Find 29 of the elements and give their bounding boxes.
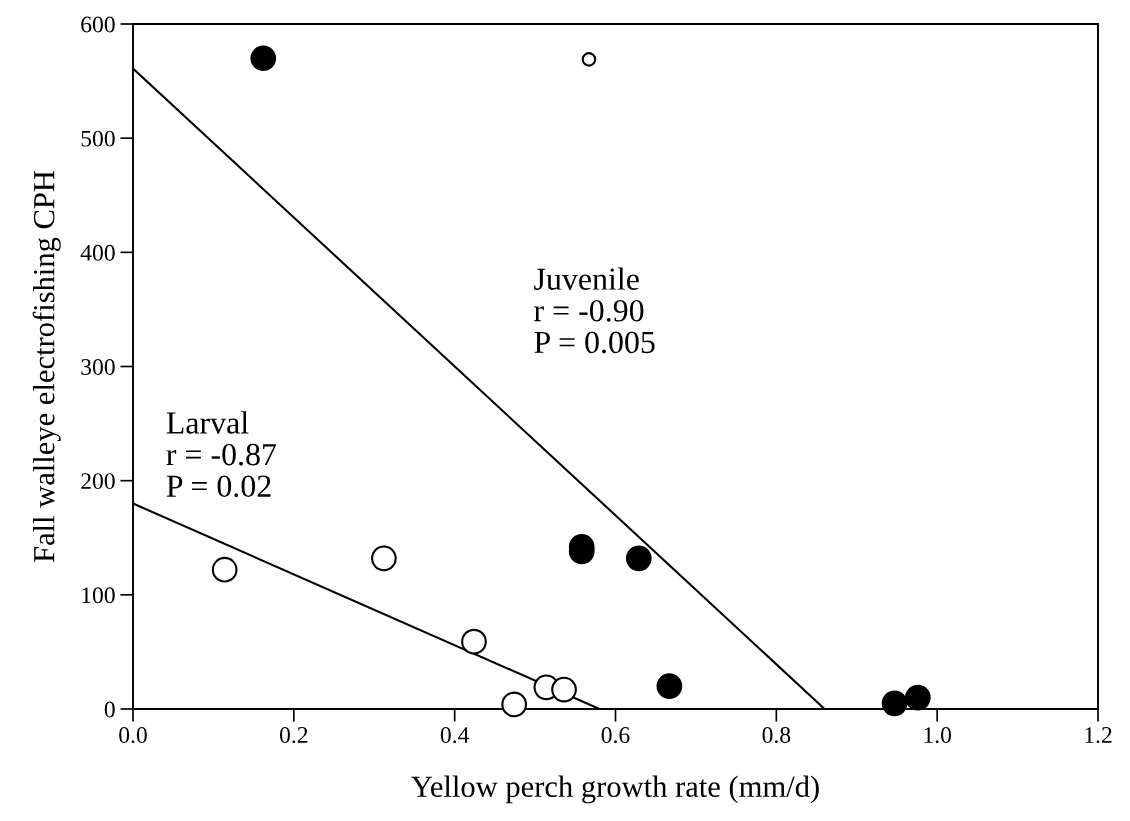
x-tick-label: 0.6 (601, 727, 630, 744)
x-axis-title: Yellow perch growth rate (mm/d) (411, 775, 819, 804)
point (881, 690, 908, 717)
y-tick-label: 300 (81, 358, 115, 375)
point (656, 673, 683, 700)
x-tick-label: 0.4 (440, 727, 470, 744)
point (501, 691, 528, 718)
y-tick-label: 0 (104, 701, 115, 718)
y-tick-label: 100 (82, 587, 115, 604)
y-tick-label: 500 (81, 130, 115, 147)
point (625, 545, 652, 572)
y-tick-label: 600 (81, 16, 115, 33)
point (371, 545, 397, 572)
y-axis-title: Fall walleye electrofishing CPH (32, 170, 61, 563)
annotation: Juvenile r = -0.90 P = 0.005 (534, 267, 655, 354)
point (461, 628, 487, 655)
x-tick-label: 0.8 (762, 727, 791, 744)
point (581, 52, 597, 67)
point (250, 45, 277, 72)
x-tick-label: 1.0 (924, 727, 952, 744)
annotation: Larval r = -0.87 P = 0.02 (166, 411, 277, 498)
point (551, 676, 577, 703)
x-tick-label: 0.2 (279, 727, 308, 744)
point (905, 684, 931, 711)
x-tick-label: 1.2 (1085, 727, 1112, 744)
x-tick-label: 0.0 (119, 727, 147, 744)
y-tick-label: 200 (81, 473, 115, 490)
y-tick-label: 400 (80, 244, 115, 261)
point (211, 556, 238, 583)
